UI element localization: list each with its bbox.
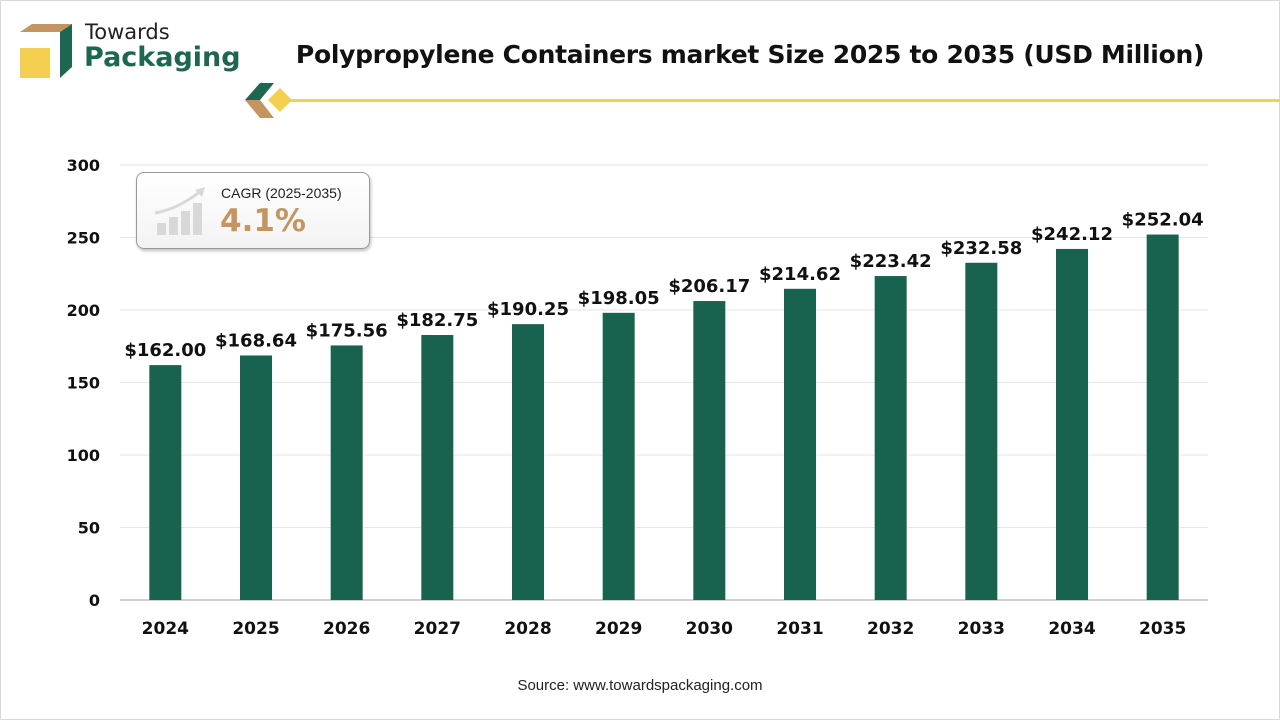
- x-tick-label: 2024: [142, 619, 189, 639]
- bar-2035: [1146, 234, 1179, 601]
- title-decoration: [245, 83, 1280, 118]
- data-label: $162.00: [124, 340, 206, 361]
- data-label: $223.42: [850, 251, 932, 272]
- bar-2030: [693, 301, 726, 600]
- bar-2031: [784, 288, 816, 600]
- data-label: $242.12: [1031, 224, 1113, 245]
- bar-2034: [1056, 248, 1088, 600]
- x-tick-label: 2031: [776, 619, 823, 639]
- x-tick-label: 2028: [504, 619, 551, 639]
- bar-2032: [874, 276, 907, 600]
- bar-2029: [602, 312, 635, 600]
- cagr-box: CAGR (2025-2035) 4.1%: [136, 172, 370, 249]
- cagr-value: 4.1%: [220, 203, 306, 239]
- y-tick-label: 250: [67, 229, 100, 248]
- x-tick-label: 2027: [414, 619, 461, 639]
- logo-text-packaging: Packaging: [84, 42, 241, 73]
- x-tick-label: 2035: [1139, 619, 1186, 639]
- logo-text-towards: Towards: [85, 20, 170, 44]
- y-tick-label: 300: [67, 156, 100, 175]
- data-label: $168.64: [215, 330, 297, 351]
- data-label: $190.25: [487, 299, 569, 320]
- cagr-label: CAGR (2025-2035): [221, 185, 342, 201]
- logo-mark: [20, 24, 72, 78]
- data-label: $175.56: [306, 320, 388, 341]
- source-note: Source: www.towardspackaging.com: [517, 677, 763, 694]
- growth-chart-icon: [154, 187, 205, 235]
- bar-2027: [421, 335, 454, 600]
- bar-2028: [512, 324, 544, 600]
- x-tick-label: 2029: [595, 619, 642, 639]
- x-tick-label: 2030: [686, 619, 733, 639]
- y-tick-label: 200: [67, 301, 100, 320]
- data-label: $206.17: [668, 276, 750, 297]
- bar-2026: [330, 345, 363, 600]
- y-tick-label: 0: [89, 591, 100, 610]
- bar-2033: [965, 262, 998, 600]
- y-tick-label: 50: [78, 519, 100, 538]
- x-tick-label: 2033: [958, 619, 1005, 639]
- y-tick-label: 100: [67, 446, 100, 465]
- data-label: $252.04: [1122, 210, 1204, 231]
- x-tick-label: 2025: [232, 619, 279, 639]
- data-label: $182.75: [396, 310, 478, 331]
- bar-2024: [149, 365, 182, 600]
- y-tick-label: 150: [67, 374, 100, 393]
- x-tick-label: 2032: [867, 619, 914, 639]
- x-tick-label: 2026: [323, 619, 370, 639]
- data-label: $214.62: [759, 264, 841, 285]
- chart-title: Polypropylene Containers market Size 202…: [295, 40, 1205, 69]
- x-tick-label: 2034: [1048, 619, 1095, 639]
- data-label: $232.58: [940, 238, 1022, 259]
- bar-2025: [240, 355, 272, 600]
- data-label: $198.05: [578, 288, 660, 309]
